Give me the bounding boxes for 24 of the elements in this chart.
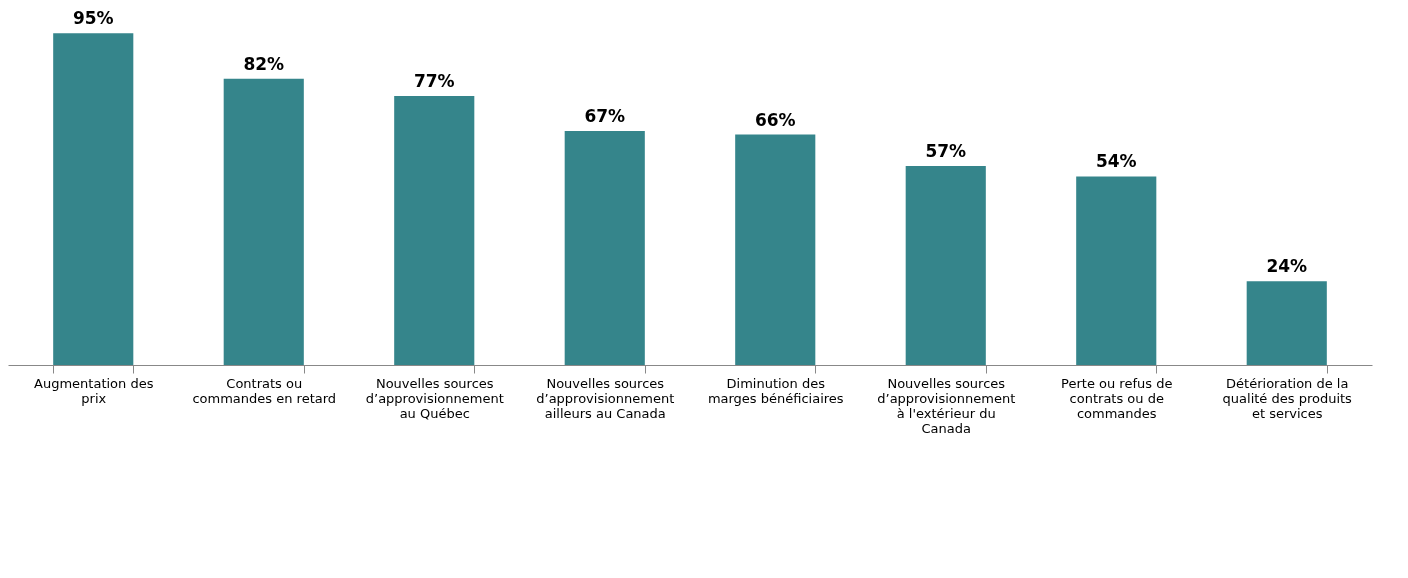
bar	[53, 33, 134, 365]
x-tick-label: Nouvelles sources d’approvisionnement à l'extérieur du Canada	[877, 375, 1016, 436]
bar	[1076, 176, 1157, 365]
x-tick-label: Contrats ou commandes en retard	[192, 375, 337, 406]
data-label: 82%	[243, 53, 285, 74]
data-label: 66%	[754, 109, 796, 130]
data-label: 24%	[1266, 256, 1308, 277]
x-tick-label: Perte ou refus de contrats ou de commandes	[1061, 375, 1173, 421]
data-label: 67%	[584, 106, 626, 127]
data-label: 77%	[413, 71, 455, 92]
bar	[394, 96, 475, 365]
bar	[223, 78, 304, 365]
data-label: 54%	[1095, 151, 1137, 172]
x-tick-label: Nouvelles sources d’approvisionnement au Québec	[365, 375, 504, 421]
x-tick-label: Détérioration de la qualité des produits et services	[1222, 375, 1353, 421]
data-label: 95%	[72, 8, 114, 29]
bar	[905, 165, 986, 365]
bar	[1246, 281, 1327, 365]
bar	[735, 134, 816, 365]
bar	[564, 131, 645, 365]
x-tick-label: Nouvelles sources d’approvisionnement ailleurs au Canada	[536, 375, 675, 421]
x-tick-label: Augmentation des prix	[34, 375, 154, 406]
data-label: 57%	[925, 140, 967, 161]
x-tick-label: Diminution des marges bénéficiaires	[707, 375, 844, 406]
